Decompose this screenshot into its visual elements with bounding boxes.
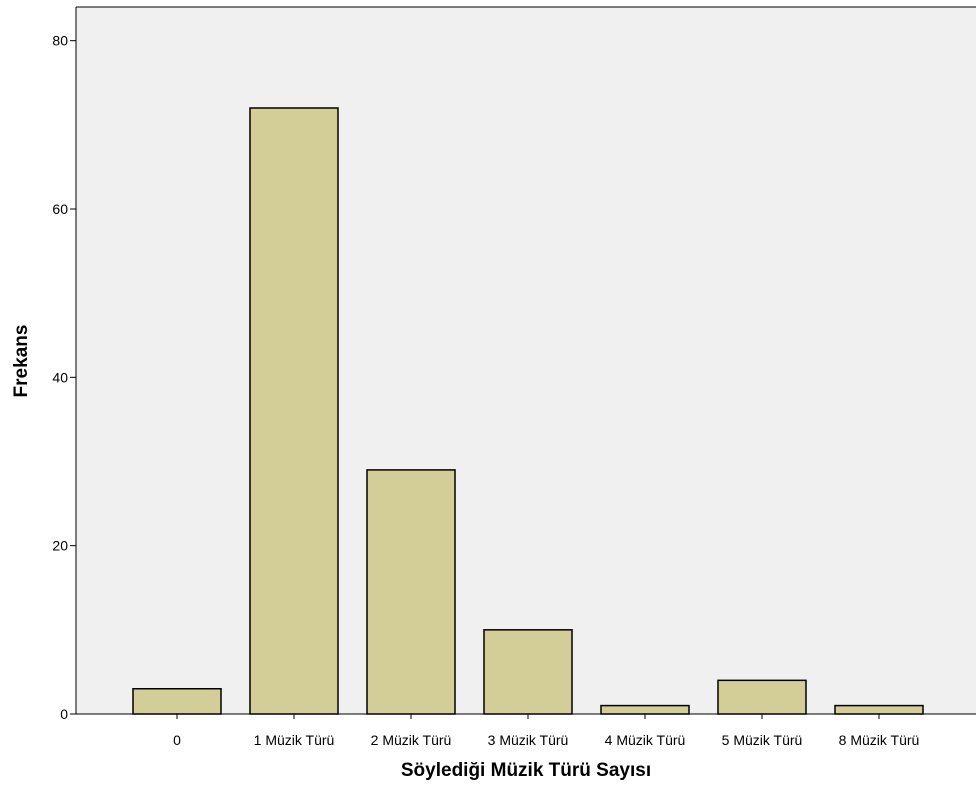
y-tick-label-2: 40 bbox=[52, 369, 68, 385]
x-tick-label-4: 4 Müzik Türü bbox=[605, 732, 686, 748]
bar-4 bbox=[600, 704, 690, 715]
x-tick-label-0: 0 bbox=[173, 732, 181, 748]
x-ticks: 0 1 Müzik Türü 2 Müzik Türü 3 Müzik Türü 4 M… bbox=[173, 714, 919, 748]
y-tick-label-4: 80 bbox=[52, 33, 68, 49]
y-tick-label-3: 60 bbox=[52, 201, 68, 217]
x-tick-label-1: 1 Müzik Türü bbox=[254, 732, 335, 748]
bar-0 bbox=[132, 688, 222, 715]
x-axis-title: Söylediği Müzik Türü Sayısı bbox=[401, 760, 651, 781]
x-tick-label-6: 8 Müzik Türü bbox=[839, 732, 920, 748]
bar-5 bbox=[717, 679, 807, 715]
y-ticks: 0 20 40 60 80 bbox=[52, 33, 76, 722]
y-tick-label-1: 20 bbox=[52, 538, 68, 554]
bar-6 bbox=[834, 704, 924, 715]
x-tick-label-3: 3 Müzik Türü bbox=[488, 732, 569, 748]
bar-2 bbox=[366, 469, 456, 715]
plot-area bbox=[76, 7, 976, 714]
y-tick-label-0: 0 bbox=[60, 706, 68, 722]
y-axis-title: Frekans bbox=[11, 325, 32, 398]
bars bbox=[132, 107, 924, 715]
bar-1 bbox=[249, 107, 339, 715]
x-tick-label-2: 2 Müzik Türü bbox=[371, 732, 452, 748]
bar-3 bbox=[483, 629, 573, 715]
x-tick-label-5: 5 Müzik Türü bbox=[722, 732, 803, 748]
